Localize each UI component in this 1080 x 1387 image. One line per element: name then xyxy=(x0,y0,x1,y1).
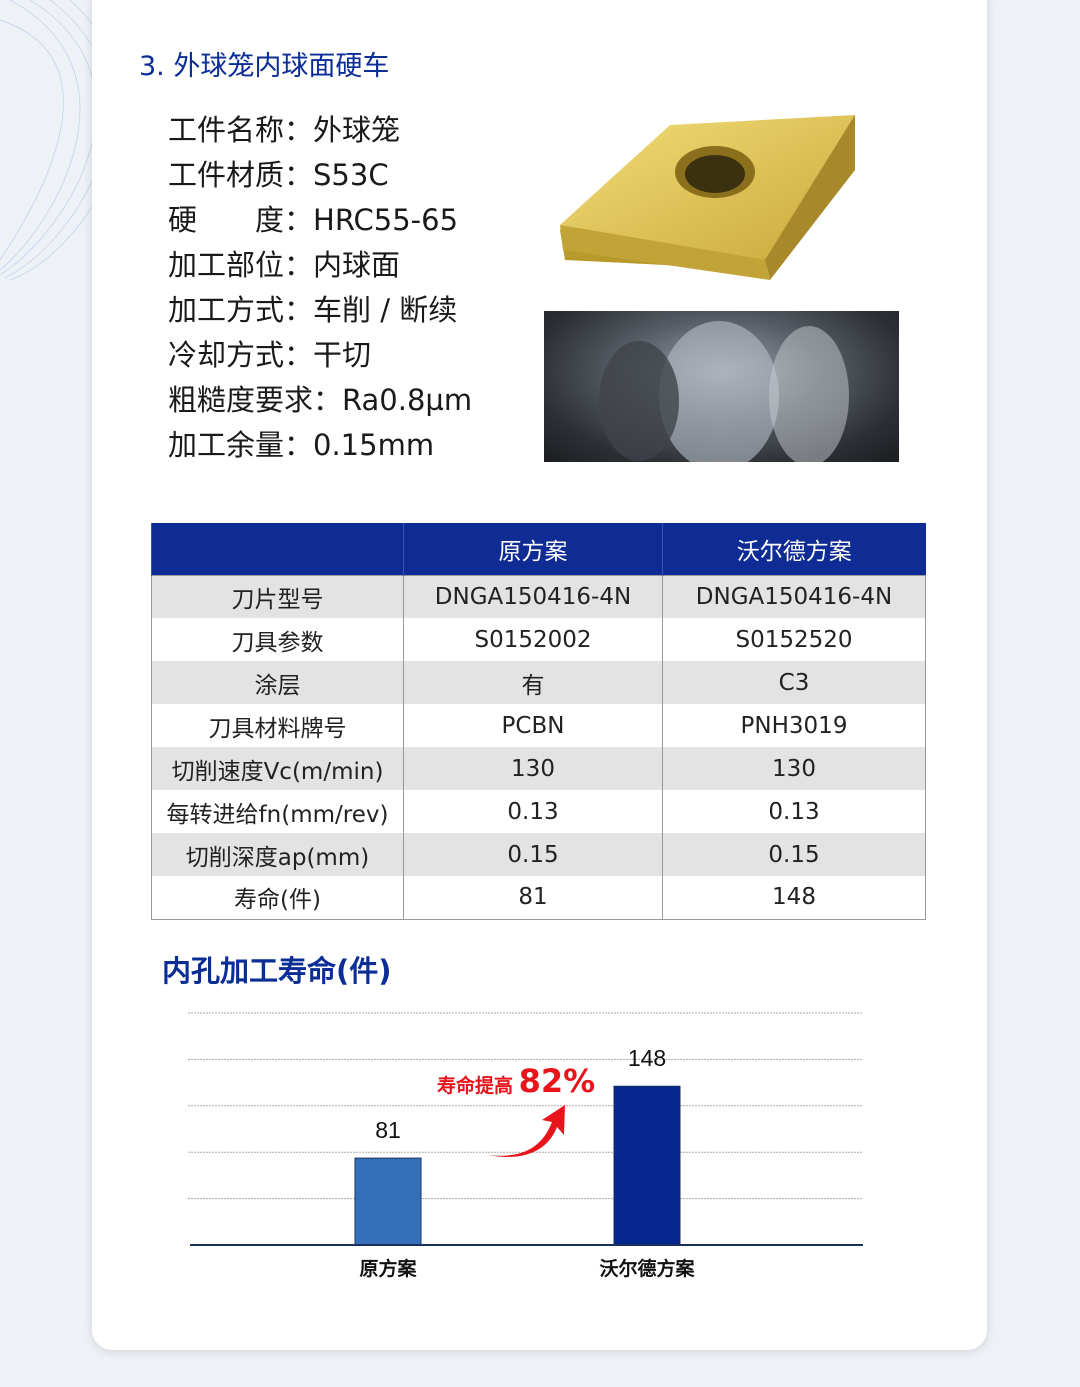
workpiece-photo xyxy=(544,311,899,462)
annotation-text: 寿命提高 xyxy=(437,1075,514,1097)
table-cell: 130 xyxy=(403,747,663,790)
table-cell: S0152520 xyxy=(662,618,926,661)
life-bar-chart: 81 原方案 148 沃尔德方案 xyxy=(188,1012,863,1280)
table-cell: 切削深度ap(mm) xyxy=(151,833,404,876)
table-cell: 刀片型号 xyxy=(151,575,404,618)
spec-row: 粗糙度要求：Ra0.8µm xyxy=(168,378,472,423)
header-cell: 沃尔德方案 xyxy=(662,523,926,575)
spec-value: S53C xyxy=(313,158,389,192)
table-cell: 涂层 xyxy=(151,661,404,704)
spec-value: HRC55-65 xyxy=(313,203,459,237)
spec-value: Ra0.8µm xyxy=(342,383,473,417)
spec-row: 硬 度：HRC55-65 xyxy=(168,198,472,243)
table-cell: PCBN xyxy=(403,704,663,747)
comparison-table: 原方案 沃尔德方案 刀片型号 DNGA150416-4N DNGA150416-4N… xyxy=(151,523,926,920)
spec-label: 冷却方式： xyxy=(168,338,314,372)
table-cell: 每转进给fn(mm/rev) xyxy=(151,790,404,833)
table-cell: 0.15 xyxy=(403,833,663,876)
table-cell: 有 xyxy=(403,661,663,704)
table-row: 涂层有 C3 xyxy=(151,661,926,704)
spec-label: 加工方式： xyxy=(168,293,314,327)
spec-value: 干切 xyxy=(313,338,372,372)
table-row: 刀片型号 DNGA150416-4N DNGA150416-4N xyxy=(151,575,926,618)
table-cell: S0152002 xyxy=(403,618,663,661)
table-cell: 刀具参数 xyxy=(151,618,404,661)
improvement-annotation: 寿命提高 82% xyxy=(437,1062,595,1100)
table-cell: 0.15 xyxy=(662,833,926,876)
table-row: 切削深度ap(mm) 0.15 0.15 xyxy=(151,833,926,876)
spec-label: 加工余量： xyxy=(168,428,314,462)
chart-title: 内孔加工寿命(件) xyxy=(162,954,392,988)
table-cell: 0.13 xyxy=(662,790,926,833)
bar xyxy=(613,1085,681,1246)
spec-row: 加工余量：0.15mm xyxy=(168,423,472,468)
spec-value: 0.15mm xyxy=(313,428,435,462)
header-cell: 原方案 xyxy=(403,523,663,575)
data-label: 148 xyxy=(628,1045,666,1071)
table-row: 刀具参数 S0152002 S0152520 xyxy=(151,618,926,661)
spec-row: 加工部位：内球面 xyxy=(168,243,472,288)
spec-label: 工件名称： xyxy=(168,113,314,147)
category-label: 沃尔德方案 xyxy=(599,1257,695,1280)
table-cell: 148 xyxy=(662,876,926,919)
table-cell: 切削速度Vc(m/min) xyxy=(151,747,404,790)
table-cell: 寿命(件) xyxy=(151,876,404,919)
bar xyxy=(354,1157,422,1246)
table-cell: PNH3019 xyxy=(662,704,926,747)
annotation-value: 82% xyxy=(518,1062,596,1100)
data-label: 81 xyxy=(375,1117,401,1143)
arrow-up-icon xyxy=(488,1105,565,1157)
spec-label: 硬 度： xyxy=(168,203,314,237)
table-cell: C3 xyxy=(662,661,926,704)
workpiece-photo-art xyxy=(599,321,849,462)
spec-row: 加工方式：车削 / 断续 xyxy=(168,288,472,333)
table-cell: 刀具材料牌号 xyxy=(151,704,404,747)
table-cell: DNGA150416-4N xyxy=(662,575,926,618)
table-row: 切削速度Vc(m/min) 130 130 xyxy=(151,747,926,790)
spec-row: 工件名称：外球笼 xyxy=(168,108,472,153)
table-cell: 0.13 xyxy=(403,790,663,833)
table-cell: DNGA150416-4N xyxy=(403,575,663,618)
spec-label: 工件材质： xyxy=(168,158,314,192)
spec-label: 加工部位： xyxy=(168,248,314,282)
table-row: 刀具材料牌号 PCBN PNH3019 xyxy=(151,704,926,747)
spec-row: 工件材质：S53C xyxy=(168,153,472,198)
header-cell xyxy=(151,523,404,575)
table-row: 寿命(件) 81 148 xyxy=(151,876,926,919)
table-cell: 130 xyxy=(662,747,926,790)
table-row: 每转进给fn(mm/rev) 0.13 0.13 xyxy=(151,790,926,833)
table-header-row: 原方案 沃尔德方案 xyxy=(151,523,926,575)
table-cell: 81 xyxy=(403,876,663,919)
cutting-insert-image xyxy=(560,115,855,280)
spec-value: 内球面 xyxy=(313,248,401,282)
spec-label: 粗糙度要求： xyxy=(168,383,343,417)
section-title: 3. 外球笼内球面硬车 xyxy=(139,51,390,82)
spec-row: 冷却方式：干切 xyxy=(168,333,472,378)
spec-value: 外球笼 xyxy=(313,113,401,147)
workpiece-specs: 工件名称：外球笼 工件材质：S53C 硬 度：HRC55-65 加工部位：内球面… xyxy=(168,108,472,468)
spec-value: 车削 / 断续 xyxy=(313,293,458,327)
category-label: 原方案 xyxy=(359,1257,417,1280)
